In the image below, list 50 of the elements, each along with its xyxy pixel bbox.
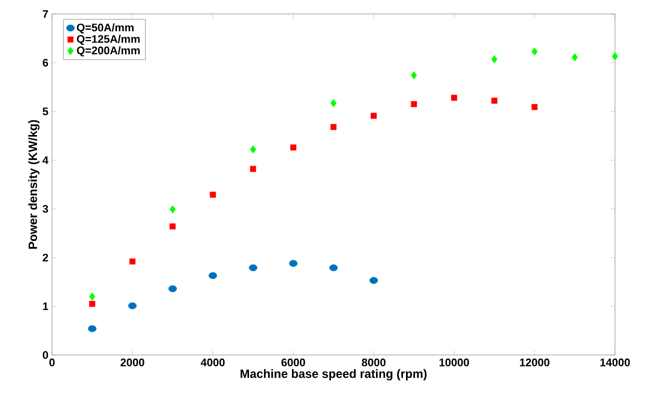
x-tick-label: 0	[49, 358, 55, 366]
y-tick-label: 6	[42, 58, 48, 67]
x-tick-label: 2000	[120, 358, 144, 366]
point	[491, 98, 498, 104]
x-axis-title: Machine base speed rating (rpm)	[240, 369, 427, 380]
point	[168, 285, 177, 292]
point	[370, 112, 377, 119]
y-tick-label: 7	[42, 10, 48, 18]
y-tick-label: 3	[42, 204, 48, 213]
y-tick-label: 5	[42, 108, 48, 116]
point	[89, 300, 96, 307]
point	[491, 55, 498, 64]
point	[129, 258, 136, 264]
x-tick-label: 14000	[600, 358, 630, 366]
legend-label: Q=50A/mm	[76, 23, 134, 34]
legend-label: Q=200A/mm	[76, 46, 140, 56]
point	[410, 101, 417, 108]
x-tick-label: 8000	[362, 358, 386, 366]
point	[330, 99, 337, 108]
point	[170, 223, 176, 230]
point	[250, 166, 256, 172]
point	[210, 192, 216, 198]
point	[170, 205, 176, 214]
point	[248, 264, 258, 272]
x-tick-label: 6000	[281, 358, 306, 366]
point	[330, 124, 336, 130]
y-axis-title: Power density (KW/kg)	[28, 120, 40, 249]
point	[250, 145, 256, 154]
point	[89, 292, 96, 301]
point	[451, 94, 458, 101]
legend-label: Q=125A/mm	[76, 34, 140, 45]
x-tick-label: 12000	[520, 358, 550, 366]
point	[128, 302, 137, 310]
point	[289, 260, 298, 267]
point	[208, 272, 218, 279]
point	[532, 48, 538, 56]
y-tick-label: 4	[42, 156, 48, 164]
point	[410, 71, 417, 80]
x-tick-label: 10000	[440, 358, 469, 366]
y-tick-label: 0	[42, 351, 48, 359]
point	[370, 277, 378, 284]
point	[572, 53, 578, 62]
point	[612, 52, 618, 60]
x-tick-label: 4000	[200, 358, 225, 366]
point	[290, 144, 296, 150]
point	[532, 104, 538, 110]
y-tick-label: 1	[43, 302, 48, 310]
point	[329, 264, 338, 272]
point	[88, 325, 96, 332]
y-tick-label: 2	[42, 254, 48, 262]
